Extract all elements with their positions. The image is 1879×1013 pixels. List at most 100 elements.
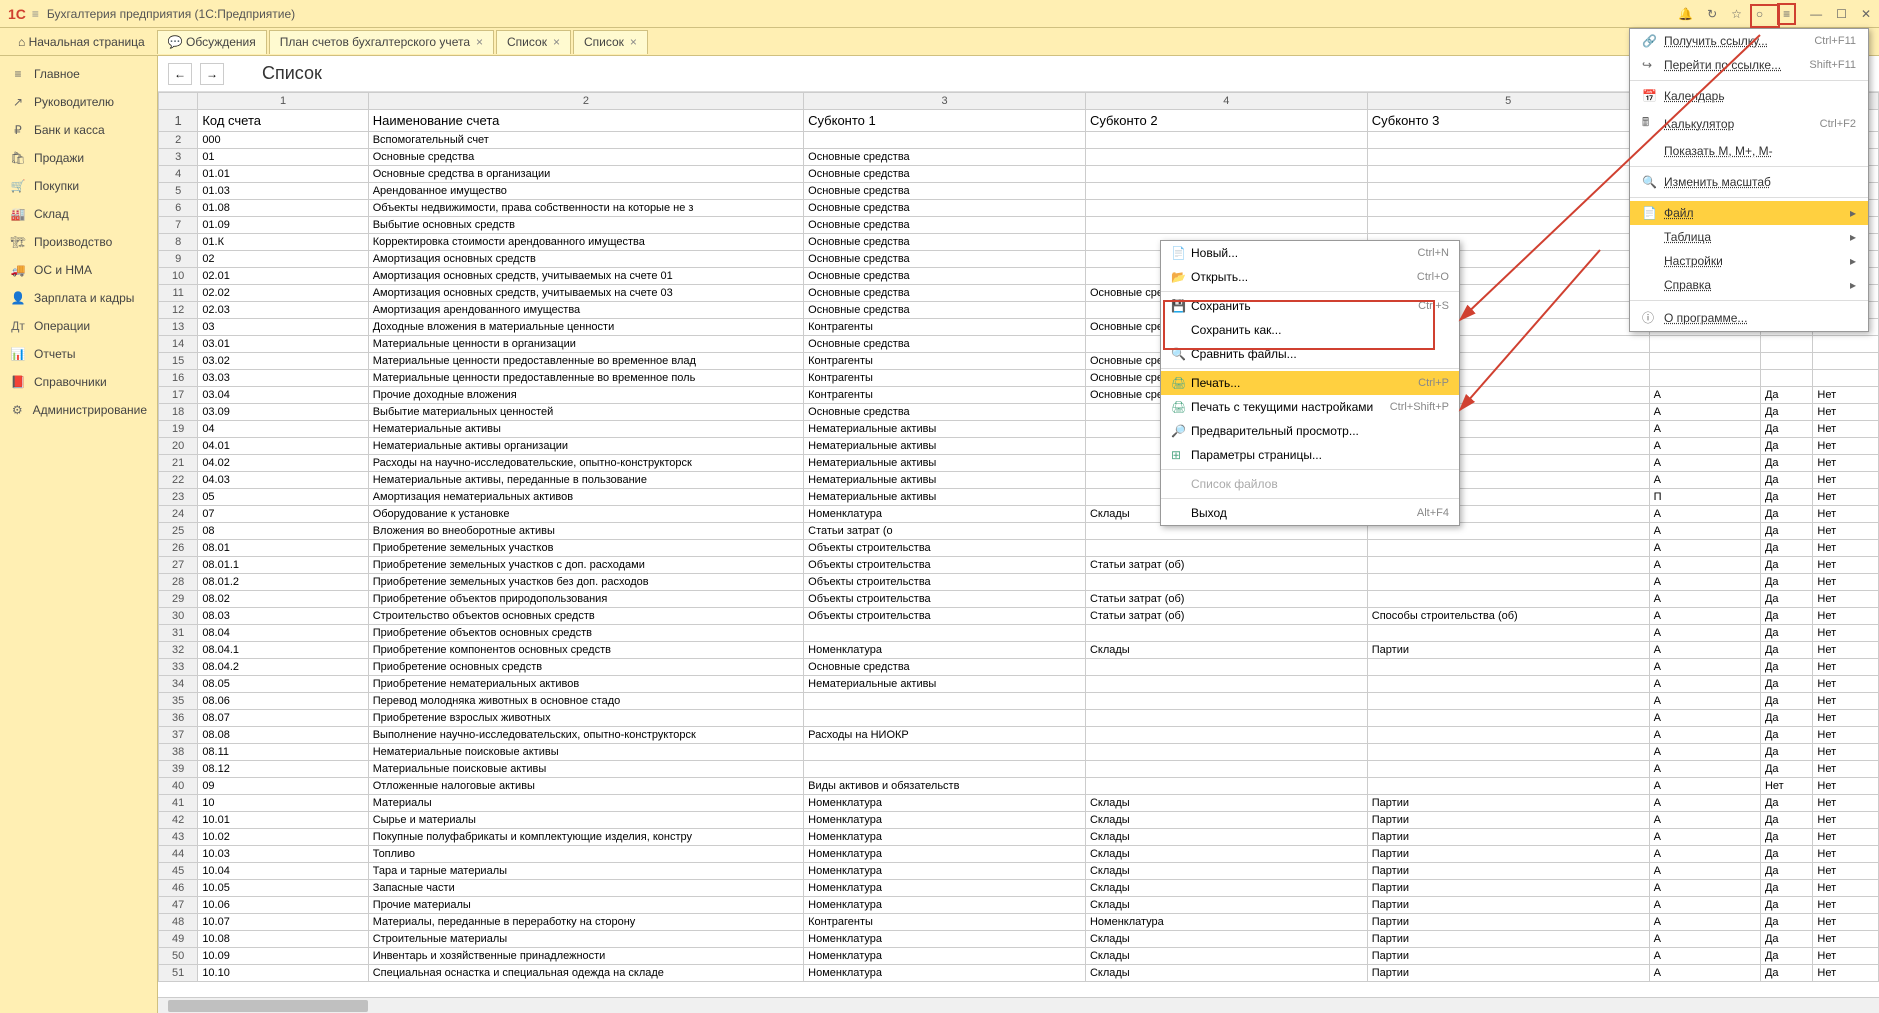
cell[interactable]: Основные средства xyxy=(804,302,1086,319)
cell[interactable]: А xyxy=(1649,931,1760,948)
table-row[interactable]: 2908.02Приобретение объектов природополь… xyxy=(159,591,1879,608)
cell[interactable]: Основные средства xyxy=(368,149,803,166)
cell[interactable]: А xyxy=(1649,608,1760,625)
cell[interactable] xyxy=(1367,591,1649,608)
history-icon[interactable]: ↻ xyxy=(1707,7,1717,21)
cell[interactable]: Партии xyxy=(1367,965,1649,982)
cell[interactable]: Склады xyxy=(1085,642,1367,659)
cell[interactable] xyxy=(1085,710,1367,727)
table-row[interactable]: 4410.03ТопливоНоменклатураСкладыПартииАД… xyxy=(159,846,1879,863)
cell[interactable]: 08.06 xyxy=(198,693,368,710)
cell[interactable]: Нет xyxy=(1813,506,1879,523)
cell[interactable] xyxy=(1367,183,1649,200)
cell[interactable]: Нематериальные поисковые активы xyxy=(368,744,803,761)
row-number[interactable]: 8 xyxy=(159,234,198,251)
cell[interactable] xyxy=(1367,574,1649,591)
cell[interactable]: 02.03 xyxy=(198,302,368,319)
cell[interactable]: Нет xyxy=(1813,421,1879,438)
cell[interactable]: Основные средства xyxy=(804,183,1086,200)
menu-page-setup[interactable]: ⊞Параметры страницы... xyxy=(1161,443,1459,467)
cell[interactable]: Да xyxy=(1760,455,1812,472)
cell[interactable]: Приобретение нематериальных активов xyxy=(368,676,803,693)
row-number[interactable]: 21 xyxy=(159,455,198,472)
cell[interactable]: Номенклатура xyxy=(804,795,1086,812)
cell[interactable]: Материальные ценности предоставленные во… xyxy=(368,370,803,387)
sidebar-item-8[interactable]: 👤Зарплата и кадры xyxy=(0,284,157,312)
cell[interactable]: Да xyxy=(1760,863,1812,880)
table-row[interactable]: 2708.01.1Приобретение земельных участков… xyxy=(159,557,1879,574)
table-row[interactable]: 3308.04.2Приобретение основных средствОс… xyxy=(159,659,1879,676)
cell[interactable]: Да xyxy=(1760,795,1812,812)
table-row[interactable]: 5110.10Специальная оснастка и специальна… xyxy=(159,965,1879,982)
cell[interactable]: Сырье и материалы xyxy=(368,812,803,829)
sidebar-item-4[interactable]: 🛒Покупки xyxy=(0,172,157,200)
cell[interactable]: Контрагенты xyxy=(804,370,1086,387)
sidebar-item-1[interactable]: ↗Руководителю xyxy=(0,88,157,116)
menu-table[interactable]: Таблица▸ xyxy=(1630,225,1868,249)
cell[interactable]: Да xyxy=(1760,659,1812,676)
cell[interactable]: Нематериальные активы, переданные в поль… xyxy=(368,472,803,489)
cell[interactable]: А xyxy=(1649,387,1760,404)
table-row[interactable]: 1303Доходные вложения в материальные цен… xyxy=(159,319,1879,336)
cell[interactable]: Контрагенты xyxy=(804,914,1086,931)
cell[interactable]: Номенклатура xyxy=(804,948,1086,965)
cell[interactable]: А xyxy=(1649,744,1760,761)
row-number[interactable]: 15 xyxy=(159,353,198,370)
cell[interactable]: Нет xyxy=(1813,642,1879,659)
table-row[interactable]: 3508.06Перевод молодняка животных в осно… xyxy=(159,693,1879,710)
cell[interactable]: Запасные части xyxy=(368,880,803,897)
table-row[interactable]: 2204.03Нематериальные активы, переданные… xyxy=(159,472,1879,489)
cell[interactable] xyxy=(1085,540,1367,557)
cell[interactable]: Да xyxy=(1760,523,1812,540)
cell[interactable]: Нематериальные активы xyxy=(804,472,1086,489)
horizontal-scrollbar[interactable] xyxy=(158,997,1879,1013)
cell[interactable]: Оборудование к установке xyxy=(368,506,803,523)
cell[interactable] xyxy=(804,744,1086,761)
cell[interactable]: Склады xyxy=(1085,948,1367,965)
cell[interactable]: 01.К xyxy=(198,234,368,251)
row-number[interactable]: 25 xyxy=(159,523,198,540)
cell[interactable]: А xyxy=(1649,557,1760,574)
cell[interactable]: Арендованное имущество xyxy=(368,183,803,200)
cell[interactable]: Да xyxy=(1760,693,1812,710)
cell[interactable]: Нет xyxy=(1760,778,1812,795)
cell[interactable]: Партии xyxy=(1367,931,1649,948)
table-row[interactable]: 3908.12Материальные поисковые активыАДаН… xyxy=(159,761,1879,778)
table-row[interactable]: 902Амортизация основных средствОсновные … xyxy=(159,251,1879,268)
cell[interactable]: 09 xyxy=(198,778,368,795)
cell[interactable]: Нет xyxy=(1813,778,1879,795)
cell[interactable]: А xyxy=(1649,455,1760,472)
table-row[interactable]: 4910.08Строительные материалыНоменклатур… xyxy=(159,931,1879,948)
cell[interactable]: Приобретение объектов основных средств xyxy=(368,625,803,642)
table-row[interactable]: 3608.07Приобретение взрослых животныхАДа… xyxy=(159,710,1879,727)
row-number[interactable]: 41 xyxy=(159,795,198,812)
cell[interactable] xyxy=(1085,183,1367,200)
cell[interactable]: А xyxy=(1649,812,1760,829)
cell[interactable]: Нет xyxy=(1813,676,1879,693)
bell-icon[interactable]: 🔔 xyxy=(1678,7,1693,21)
cell[interactable]: Нет xyxy=(1813,880,1879,897)
col-header[interactable]: 4 xyxy=(1085,93,1367,110)
minimize-icon[interactable]: — xyxy=(1810,7,1822,21)
cell[interactable]: 10.05 xyxy=(198,880,368,897)
cell[interactable] xyxy=(1085,744,1367,761)
cell[interactable] xyxy=(804,710,1086,727)
close-icon[interactable]: × xyxy=(553,35,560,49)
cell[interactable]: Материальные поисковые активы xyxy=(368,761,803,778)
cell[interactable]: Партии xyxy=(1367,863,1649,880)
cell[interactable]: Да xyxy=(1760,540,1812,557)
cell[interactable]: 02 xyxy=(198,251,368,268)
cell[interactable]: Расходы на НИОКР xyxy=(804,727,1086,744)
cell[interactable]: Объекты строительства xyxy=(804,557,1086,574)
cell[interactable]: Статьи затрат (об) xyxy=(1085,591,1367,608)
cell[interactable] xyxy=(1367,557,1649,574)
cell[interactable]: Партии xyxy=(1367,897,1649,914)
cell[interactable]: Нет xyxy=(1813,625,1879,642)
cell[interactable]: Нет xyxy=(1813,438,1879,455)
cell[interactable]: А xyxy=(1649,727,1760,744)
row-number[interactable]: 9 xyxy=(159,251,198,268)
cell[interactable]: Выполнение научно-исследовательских, опы… xyxy=(368,727,803,744)
menu-exit[interactable]: ВыходAlt+F4 xyxy=(1161,501,1459,525)
cell[interactable]: 03.03 xyxy=(198,370,368,387)
cell[interactable]: А xyxy=(1649,438,1760,455)
